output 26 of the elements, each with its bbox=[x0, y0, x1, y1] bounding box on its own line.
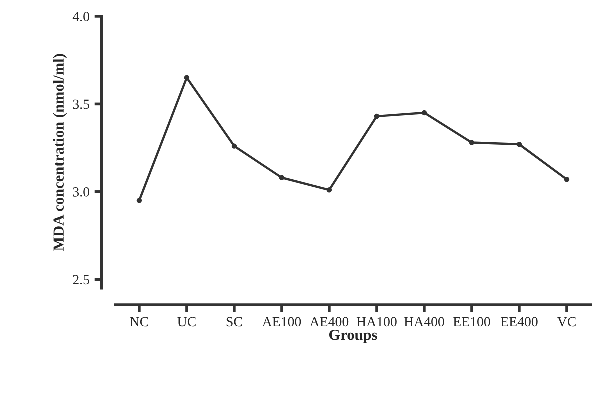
x-tick-label: SC bbox=[226, 317, 242, 327]
point bbox=[232, 144, 238, 149]
x-tick-label: AE100 bbox=[262, 317, 302, 327]
x-tick-label: VC bbox=[557, 317, 576, 327]
y-axis-title: MDA concentration (nmol/ml) bbox=[53, 54, 68, 252]
point bbox=[184, 75, 190, 80]
y-tick-label: 2.5 bbox=[73, 275, 90, 285]
x-tick-label: NC bbox=[130, 317, 148, 327]
x-tick-label: UC bbox=[178, 317, 196, 327]
y-tick-label: 4.0 bbox=[72, 12, 90, 22]
point bbox=[326, 188, 332, 193]
y-tick-label: 3.0 bbox=[73, 187, 90, 197]
point bbox=[136, 198, 142, 204]
point bbox=[374, 114, 380, 120]
x-axis-title: Groups bbox=[329, 330, 378, 344]
point bbox=[279, 175, 285, 180]
x-tick-label: EE100 bbox=[453, 317, 490, 327]
x-tick-label: AE400 bbox=[310, 317, 349, 327]
point bbox=[516, 142, 522, 148]
point bbox=[564, 177, 570, 182]
x-tick-label: HA400 bbox=[404, 317, 444, 327]
point bbox=[469, 140, 475, 146]
y-tick-label: 3.5 bbox=[73, 100, 90, 110]
point bbox=[422, 110, 428, 116]
x-tick-label: HA100 bbox=[356, 317, 397, 327]
x-tick-label: EE400 bbox=[500, 317, 538, 327]
